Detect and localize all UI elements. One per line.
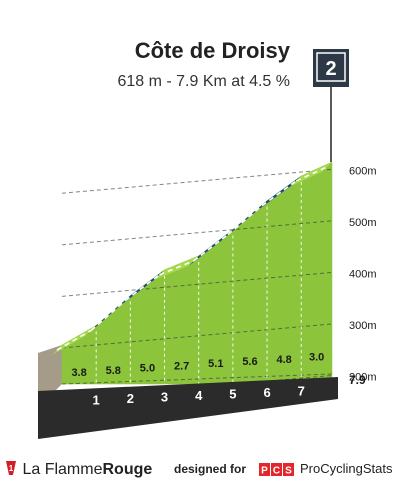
- elevation-tick-label: 200m: [349, 371, 377, 383]
- segment-gradient-label: 5.6: [242, 356, 257, 368]
- ridge-segment: [291, 162, 332, 186]
- ridge-centerline: [295, 166, 328, 182]
- ridge-centerline: [227, 205, 263, 236]
- procyclingstats-name: ProCyclingStats: [300, 461, 393, 476]
- profile-segment-fill: [266, 175, 302, 385]
- end-distance-label: 7.9: [349, 373, 366, 387]
- elevation-tick-label: 300m: [349, 320, 377, 332]
- laflammerouge-logo: 1 La FlammeRouge: [4, 460, 152, 479]
- elevation-tick-label: 600m: [349, 165, 377, 177]
- km-marker-label: 5: [229, 386, 236, 401]
- km-marker-label: 1: [93, 392, 100, 407]
- ridge-centerline: [124, 274, 161, 302]
- elevation-tick-label: 400m: [349, 268, 377, 280]
- elevation-tick-label: 500m: [349, 217, 377, 229]
- flame-icon: 1: [6, 461, 16, 475]
- segment-gradient-label: 4.8: [277, 354, 292, 366]
- baseline-gridline: [61, 373, 333, 385]
- km-marker-label: 7: [298, 383, 305, 398]
- footer: 1 La FlammeRouge designed for P C S ProC…: [0, 460, 405, 482]
- category-badge: 2: [313, 49, 349, 87]
- ridge-centerline: [159, 260, 195, 276]
- climb-stats: 618 m - 7.9 Km at 4.5 %: [117, 73, 290, 90]
- ridge-centerline: [90, 299, 126, 332]
- segment-gradient-label: 5.8: [106, 365, 121, 377]
- km-marker-label: 4: [195, 388, 203, 403]
- ridge-centerline: [261, 180, 297, 207]
- category-number: 2: [325, 58, 336, 80]
- svg-text:1: 1: [9, 464, 14, 473]
- elevation-gridline: [61, 323, 333, 349]
- segment-gradient-label: 5.0: [140, 363, 155, 375]
- svg-text:S: S: [285, 466, 292, 477]
- segment-gradient-label: 2.7: [174, 360, 189, 372]
- pcs-logo-icon: P C S: [259, 463, 294, 477]
- elevation-gridline: [61, 271, 333, 297]
- svg-text:C: C: [273, 466, 280, 477]
- segment-gradient-label: 3.8: [71, 367, 86, 379]
- ridge-centerline: [56, 329, 92, 351]
- km-marker-label: 2: [127, 391, 134, 406]
- designed-for-label: designed for: [174, 462, 247, 476]
- km-marker-label: 3: [161, 389, 168, 404]
- segment-gradient-label: 5.1: [208, 358, 223, 370]
- km-marker-label: 6: [263, 385, 270, 400]
- svg-text:P: P: [261, 466, 268, 477]
- profile-base-band: [38, 377, 338, 439]
- elevation-gridline: [61, 168, 333, 194]
- segment-gradient-label: 3.0: [309, 352, 324, 364]
- climb-title: Côte de Droisy: [134, 38, 290, 63]
- ridge-centerline: [193, 233, 229, 262]
- elevation-gridline: [61, 220, 333, 246]
